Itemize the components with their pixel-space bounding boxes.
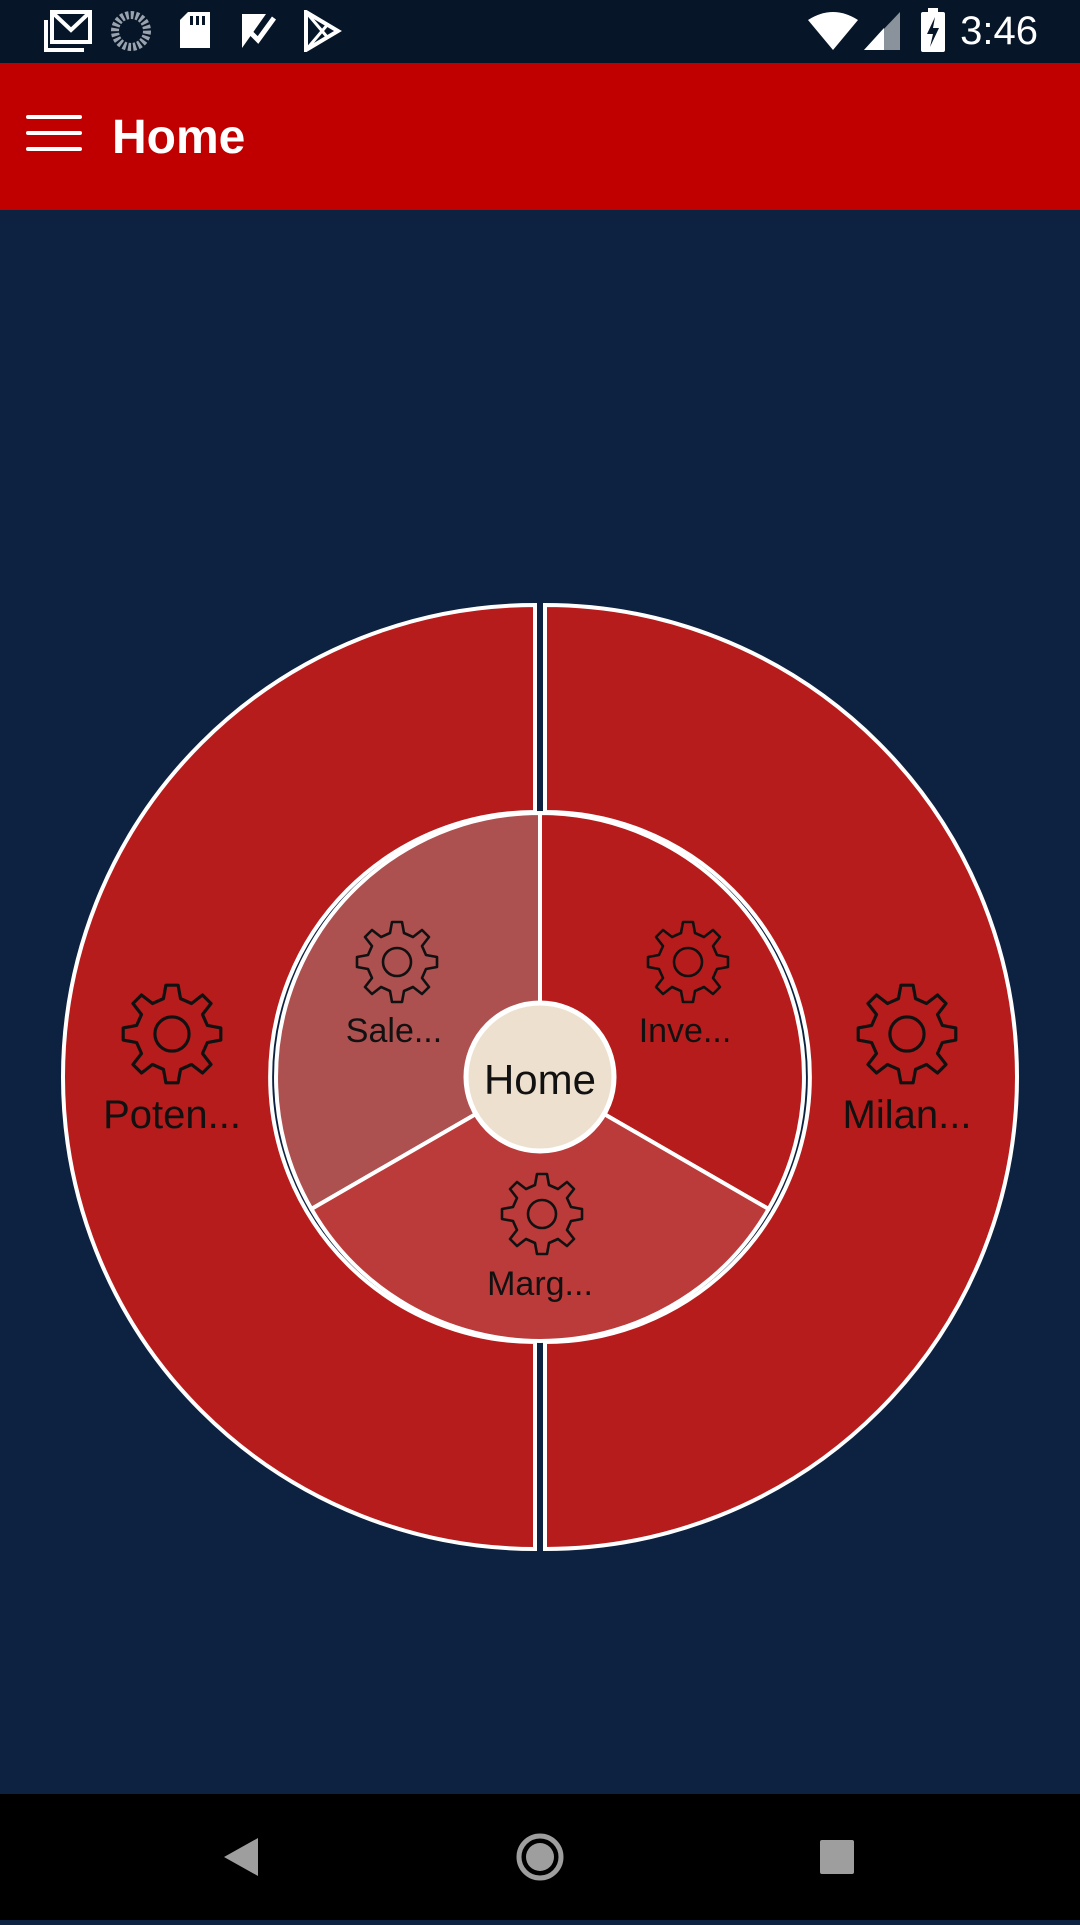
recents-icon bbox=[820, 1840, 854, 1874]
navigation-bar bbox=[0, 1794, 1080, 1920]
recents-button[interactable] bbox=[777, 1794, 897, 1920]
battery-charging-icon bbox=[921, 8, 945, 52]
loading-icon bbox=[111, 11, 151, 51]
segment-label: Marg... bbox=[487, 1265, 593, 1303]
segment-label: Inve... bbox=[639, 1012, 732, 1050]
status-time: 3:46 bbox=[960, 9, 1038, 53]
home-icon bbox=[516, 1833, 564, 1881]
app-bar: Home bbox=[0, 63, 1080, 210]
center-home-button[interactable]: Home bbox=[463, 1000, 617, 1154]
menu-icon[interactable] bbox=[26, 115, 82, 155]
back-icon bbox=[224, 1838, 258, 1876]
segment-label: Poten... bbox=[103, 1093, 241, 1137]
sd-card-icon bbox=[180, 12, 210, 48]
page-title: Home bbox=[112, 111, 246, 164]
back-button[interactable] bbox=[182, 1794, 302, 1920]
home-button[interactable] bbox=[480, 1794, 600, 1920]
wifi-icon bbox=[808, 12, 858, 50]
segment-marg[interactable]: Marg... bbox=[309, 1075, 771, 1343]
gmail-icon bbox=[44, 10, 92, 52]
cell-signal-icon bbox=[864, 12, 900, 50]
radial-menu: Poten... Milan... Sale... Inve... Marg..… bbox=[0, 210, 1080, 1794]
segment-milan[interactable]: Milan... bbox=[543, 602, 1019, 1552]
segment-label: Sale... bbox=[346, 1012, 442, 1050]
play-store-icon bbox=[304, 10, 342, 52]
segment-poten[interactable]: Poten... bbox=[61, 602, 537, 1552]
tasks-check-icon bbox=[242, 14, 277, 48]
center-label: Home bbox=[484, 1056, 596, 1103]
segment-label: Milan... bbox=[843, 1093, 972, 1137]
status-bar: 3:46 bbox=[0, 0, 1080, 63]
